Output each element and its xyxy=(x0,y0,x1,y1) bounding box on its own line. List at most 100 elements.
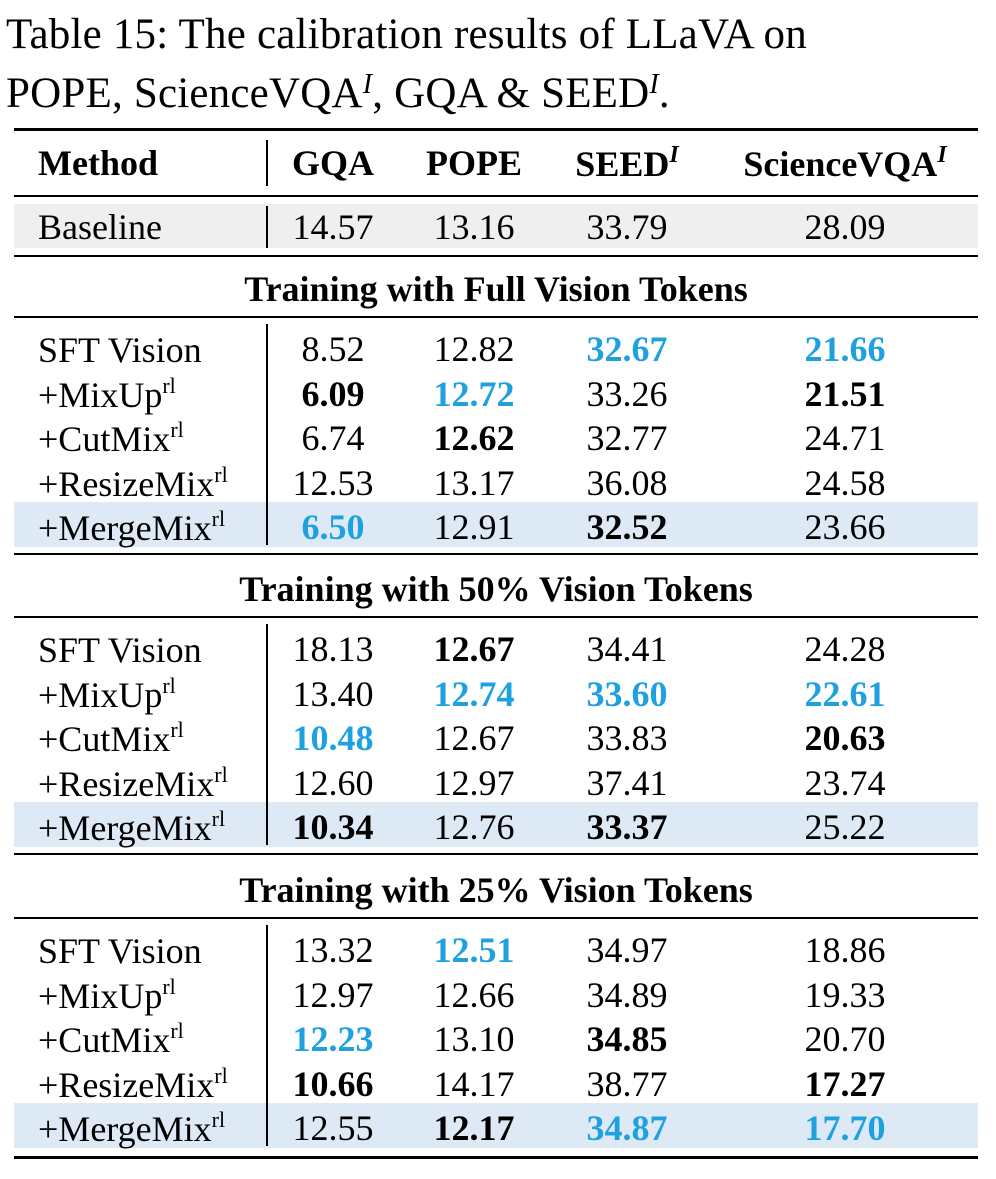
sciencevqa-cell: 25.22 xyxy=(804,807,886,848)
method-sup: rl xyxy=(214,1062,228,1088)
seed-cell: 34.85 xyxy=(586,1019,668,1060)
sciencevqa-cell: 19.33 xyxy=(804,974,886,1015)
method-name: +CutMix xyxy=(38,419,171,460)
table-row: +MixUprl 6.09 12.72 33.26 21.51 xyxy=(14,369,978,416)
gqa-cell: 6.74 xyxy=(301,418,365,459)
section-end-rule xyxy=(14,853,978,855)
gqa-cell: 12.53 xyxy=(292,462,374,503)
pope-cell: 13.17 xyxy=(433,462,515,503)
method-sup: rl xyxy=(170,417,184,443)
seed-cell: 32.77 xyxy=(586,418,668,459)
method-cell: SFT Vision xyxy=(38,628,202,671)
seed-cell: 33.60 xyxy=(586,673,668,714)
pope-cell: 12.62 xyxy=(433,418,515,459)
method-cell: +MergeMixrl xyxy=(38,506,225,549)
gqa-cell: 6.50 xyxy=(301,507,365,548)
method-cell: +MixUprl xyxy=(38,373,176,416)
table-row: +MergeMixrl 12.55 12.17 34.87 17.70 xyxy=(14,1103,978,1150)
seed-cell: 38.77 xyxy=(586,1063,668,1104)
method-cell: SFT Vision xyxy=(38,929,202,972)
header-row: Method GQA POPE SEEDI ScienceVQAI xyxy=(14,142,978,186)
method-cell: +ResizeMixrl xyxy=(38,462,228,505)
pope-cell: 12.66 xyxy=(433,974,515,1015)
method-cell: +CutMixrl xyxy=(38,1018,184,1061)
header-sciencevqa-text: ScienceVQA xyxy=(743,144,938,184)
table-row: +MergeMixrl 10.34 12.76 33.37 25.22 xyxy=(14,802,978,849)
section-title: Training with 50% Vision Tokens xyxy=(239,569,753,609)
method-cell: +MixUprl xyxy=(38,673,176,716)
method-sup: rl xyxy=(162,973,176,999)
method-sup: rl xyxy=(162,672,176,698)
table-row: +MixUprl 12.97 12.66 34.89 19.33 xyxy=(14,970,978,1017)
method-name: SFT Vision xyxy=(38,931,202,971)
method-name: +MixUp xyxy=(38,374,163,415)
method-name: +MixUp xyxy=(38,674,163,715)
caption-text-b: , GQA & SEED xyxy=(372,70,650,117)
pope-cell: 12.97 xyxy=(433,762,515,803)
method-name: +ResizeMix xyxy=(38,1064,215,1105)
gqa-cell: 12.23 xyxy=(292,1019,374,1060)
caption-text-a: POPE, ScienceVQA xyxy=(6,70,363,117)
sciencevqa-cell: 20.70 xyxy=(804,1019,886,1060)
baseline-sciencevqa: 28.09 xyxy=(804,207,886,247)
caption-text-c: . xyxy=(658,70,670,117)
sciencevqa-cell: 17.27 xyxy=(804,1063,886,1104)
header-seed-sup: I xyxy=(669,142,679,168)
table-row: +CutMixrl 10.48 12.67 33.83 20.63 xyxy=(14,713,978,760)
seed-cell: 37.41 xyxy=(586,762,668,803)
section-end-rule xyxy=(14,553,978,555)
sciencevqa-cell: 21.66 xyxy=(804,329,886,369)
seed-cell: 34.97 xyxy=(586,930,668,970)
seed-cell: 34.41 xyxy=(586,629,668,669)
header-divider xyxy=(266,140,268,186)
method-sup: rl xyxy=(170,1018,184,1044)
seed-cell: 33.37 xyxy=(586,807,668,848)
method-sup: rl xyxy=(162,372,176,398)
caption-line-1: Table 15: The calibration results of LLa… xyxy=(6,11,807,58)
seed-cell: 36.08 xyxy=(586,462,668,503)
baseline-row: Baseline 14.57 13.16 33.79 28.09 xyxy=(14,204,978,248)
method-cell: +MixUprl xyxy=(38,974,176,1017)
method-name: +MergeMix xyxy=(38,1109,212,1150)
method-cell: +ResizeMixrl xyxy=(38,1063,228,1106)
table-row: +ResizeMixrl 12.53 13.17 36.08 24.58 xyxy=(14,458,978,505)
method-cell: +MergeMixrl xyxy=(38,1107,225,1150)
pope-cell: 12.76 xyxy=(433,807,515,848)
gqa-cell: 12.55 xyxy=(292,1108,374,1149)
method-cell: +CutMixrl xyxy=(38,717,184,760)
table-row: +MixUprl 13.40 12.74 33.60 22.61 xyxy=(14,669,978,716)
gqa-cell: 8.52 xyxy=(301,329,365,369)
pope-cell: 12.51 xyxy=(433,930,515,970)
section-rule xyxy=(14,316,978,318)
seed-cell: 34.87 xyxy=(586,1108,668,1149)
method-name: +MergeMix xyxy=(38,808,212,849)
gqa-cell: 12.97 xyxy=(292,974,374,1015)
method-cell: +ResizeMixrl xyxy=(38,762,228,805)
method-name: +CutMix xyxy=(38,719,171,760)
method-divider xyxy=(266,925,268,1146)
method-cell: +MergeMixrl xyxy=(38,806,225,849)
sciencevqa-cell: 24.58 xyxy=(804,462,886,503)
pope-cell: 14.17 xyxy=(433,1063,515,1104)
header-method: Method xyxy=(38,143,158,183)
seed-cell: 32.52 xyxy=(586,507,668,548)
table-caption: Table 15: The calibration results of LLa… xyxy=(6,10,990,119)
table-row: +MergeMixrl 6.50 12.91 32.52 23.66 xyxy=(14,502,978,549)
gqa-cell: 13.32 xyxy=(292,930,374,970)
sciencevqa-cell: 24.71 xyxy=(804,418,886,459)
table-row: SFT Vision 13.32 12.51 34.97 18.86 xyxy=(14,925,978,972)
gqa-cell: 10.66 xyxy=(292,1063,374,1104)
sciencevqa-cell: 22.61 xyxy=(804,673,886,714)
sciencevqa-cell: 24.28 xyxy=(804,629,886,669)
table-row: +ResizeMixrl 10.66 14.17 38.77 17.27 xyxy=(14,1059,978,1106)
gqa-cell: 10.48 xyxy=(292,718,374,759)
method-sup: rl xyxy=(211,1107,226,1133)
header-sciencevqa: ScienceVQAI xyxy=(714,142,976,185)
method-name: +ResizeMix xyxy=(38,763,215,804)
pope-cell: 12.67 xyxy=(433,629,515,669)
pope-cell: 12.17 xyxy=(433,1108,515,1149)
header-seed-text: SEED xyxy=(575,144,670,184)
gqa-cell: 18.13 xyxy=(292,629,374,669)
pope-cell: 12.74 xyxy=(433,673,515,714)
method-name: SFT Vision xyxy=(38,330,202,370)
